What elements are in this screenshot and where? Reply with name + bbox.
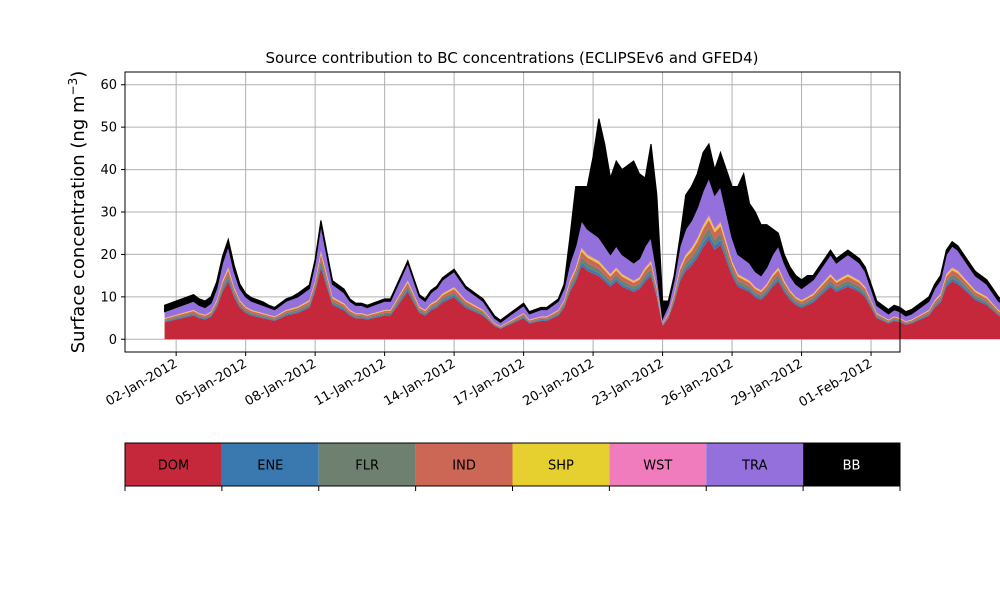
y-axis-title-close: )	[68, 71, 89, 78]
x-tick-label: 23-Jan-2012	[590, 356, 667, 409]
legend-swatch-flr	[318, 443, 416, 486]
legend-swatch-bb	[803, 443, 900, 486]
legend-swatch-tra	[706, 443, 804, 486]
legend-label-shp: SHP	[548, 459, 574, 474]
legend-swatch-wst	[609, 443, 707, 486]
area-dom	[164, 239, 1000, 340]
x-tick-label: 05-Jan-2012	[173, 356, 250, 409]
legend-swatch-ene	[221, 443, 319, 486]
legend-swatch-ind	[415, 443, 513, 486]
legend-label-tra: TRA	[741, 459, 767, 474]
y-tick-label: 40	[100, 163, 117, 178]
x-tick-label: 01-Feb-2012	[797, 356, 876, 410]
x-tick-label: 14-Jan-2012	[382, 356, 459, 409]
y-tick-label: 60	[100, 78, 117, 93]
y-axis-title-main: Surface concentration (ng m	[68, 95, 89, 353]
x-tick-label: 02-Jan-2012	[104, 356, 181, 409]
legend: DOM ENE FLR IND SHP WST TRA BB	[124, 442, 901, 491]
legend-label-dom: DOM	[158, 459, 189, 474]
x-tick-label: 11-Jan-2012	[312, 356, 389, 409]
legend-label-ene: ENE	[257, 459, 283, 474]
x-ticks: 02-Jan-201205-Jan-201208-Jan-201211-Jan-…	[104, 352, 875, 410]
legend-label-bb: BB	[843, 459, 861, 474]
y-tick-label: 20	[100, 248, 117, 263]
legend-swatch-dom	[125, 443, 222, 486]
legend-label-wst: WST	[643, 459, 672, 474]
y-axis-title-sup: −3	[66, 78, 80, 96]
x-tick-label: 20-Jan-2012	[520, 356, 597, 409]
stacked-areas	[163, 118, 1000, 340]
y-ticks: 0 10 20 30 40 50 60	[100, 78, 125, 348]
x-tick-label: 08-Jan-2012	[243, 356, 320, 409]
chart-title: Source contribution to BC concentrations…	[265, 49, 758, 67]
y-tick-label: 50	[100, 121, 117, 136]
y-axis-title: Surface concentration (ng m−3)	[66, 71, 89, 354]
x-tick-label: 17-Jan-2012	[451, 356, 528, 409]
y-tick-label: 30	[100, 206, 117, 221]
area-tra	[164, 178, 1000, 327]
y-tick-label: 0	[109, 333, 117, 348]
legend-label-flr: FLR	[355, 459, 379, 474]
y-tick-label: 10	[100, 290, 117, 305]
legend-swatch-shp	[512, 443, 610, 486]
x-tick-label: 29-Jan-2012	[729, 356, 806, 409]
legend-label-ind: IND	[452, 459, 476, 474]
x-tick-label: 26-Jan-2012	[659, 356, 736, 409]
area-bb	[163, 118, 1000, 324]
